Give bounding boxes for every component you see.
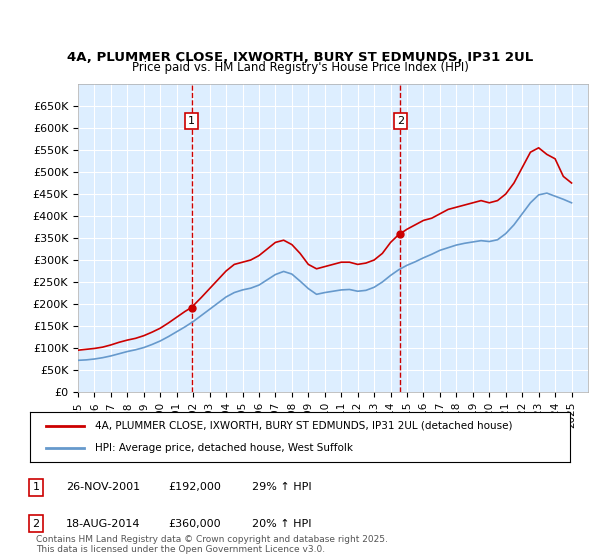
Text: 4A, PLUMMER CLOSE, IXWORTH, BURY ST EDMUNDS, IP31 2UL (detached house): 4A, PLUMMER CLOSE, IXWORTH, BURY ST EDMU… xyxy=(95,421,512,431)
Text: 26-NOV-2001: 26-NOV-2001 xyxy=(66,482,140,492)
Text: 2: 2 xyxy=(397,116,404,126)
Text: £360,000: £360,000 xyxy=(168,519,221,529)
Text: Contains HM Land Registry data © Crown copyright and database right 2025.
This d: Contains HM Land Registry data © Crown c… xyxy=(36,535,388,554)
Text: 29% ↑ HPI: 29% ↑ HPI xyxy=(252,482,311,492)
Text: 20% ↑ HPI: 20% ↑ HPI xyxy=(252,519,311,529)
Text: 4A, PLUMMER CLOSE, IXWORTH, BURY ST EDMUNDS, IP31 2UL: 4A, PLUMMER CLOSE, IXWORTH, BURY ST EDMU… xyxy=(67,52,533,64)
Text: 18-AUG-2014: 18-AUG-2014 xyxy=(66,519,140,529)
Text: 1: 1 xyxy=(32,482,40,492)
Text: Price paid vs. HM Land Registry's House Price Index (HPI): Price paid vs. HM Land Registry's House … xyxy=(131,61,469,74)
Text: £192,000: £192,000 xyxy=(168,482,221,492)
Text: 2: 2 xyxy=(32,519,40,529)
Text: 1: 1 xyxy=(188,116,195,126)
Text: HPI: Average price, detached house, West Suffolk: HPI: Average price, detached house, West… xyxy=(95,443,353,453)
